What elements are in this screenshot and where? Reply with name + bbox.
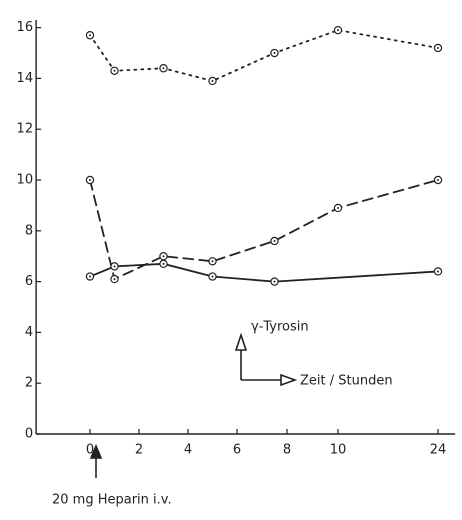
- point-dot: [273, 280, 276, 283]
- point-dot: [113, 69, 116, 72]
- point-dot: [437, 179, 439, 182]
- y-quantity-label: γ-Tyrosin: [251, 320, 309, 335]
- point-dot: [273, 239, 276, 242]
- x-quantity-label: Zeit / Stunden: [300, 374, 393, 389]
- point-dot: [89, 34, 91, 37]
- x-tick-label: 24: [430, 443, 447, 458]
- point-dot: [437, 46, 439, 49]
- point-dot: [337, 29, 339, 32]
- x-tick-label: 4: [184, 443, 192, 458]
- series-line: [89, 29, 439, 82]
- y-tick-label: 8: [25, 223, 33, 238]
- point-dot: [162, 255, 165, 258]
- point-dot: [113, 265, 116, 268]
- series-line: [89, 262, 439, 283]
- y-tick-label: 14: [17, 71, 34, 86]
- point-dot: [211, 79, 214, 82]
- x-tick-label: 6: [233, 443, 241, 458]
- point-dot: [162, 262, 165, 265]
- up-arrow-head: [234, 332, 248, 351]
- point-dot: [211, 260, 214, 263]
- point-dot: [273, 52, 276, 55]
- heparin-arrow-head: [89, 443, 103, 459]
- y-tick-label: 4: [25, 325, 33, 340]
- point-dot: [89, 275, 91, 278]
- x-tick-label: 8: [283, 443, 291, 458]
- x-tick-label: 2: [135, 443, 143, 458]
- point-dot: [162, 67, 165, 70]
- y-tick-label: 2: [25, 376, 33, 391]
- point-dot: [211, 275, 214, 278]
- y-tick-label: 16: [17, 20, 34, 35]
- right-arrow-head: [280, 373, 298, 387]
- legend-arrows: [89, 332, 298, 478]
- x-tick-label: 10: [330, 443, 347, 458]
- y-tick-label: 6: [25, 274, 33, 289]
- y-tick-label: 0: [25, 427, 33, 442]
- y-tick-label: 10: [17, 173, 34, 188]
- point-dot: [437, 270, 439, 273]
- x-tick-label: 0: [86, 443, 94, 458]
- y-tick-label: 12: [17, 122, 34, 137]
- point-dot: [89, 179, 91, 182]
- point-dot: [113, 278, 116, 281]
- heparin-note: 20 mg Heparin i.v.: [52, 493, 172, 508]
- point-dot: [337, 206, 339, 209]
